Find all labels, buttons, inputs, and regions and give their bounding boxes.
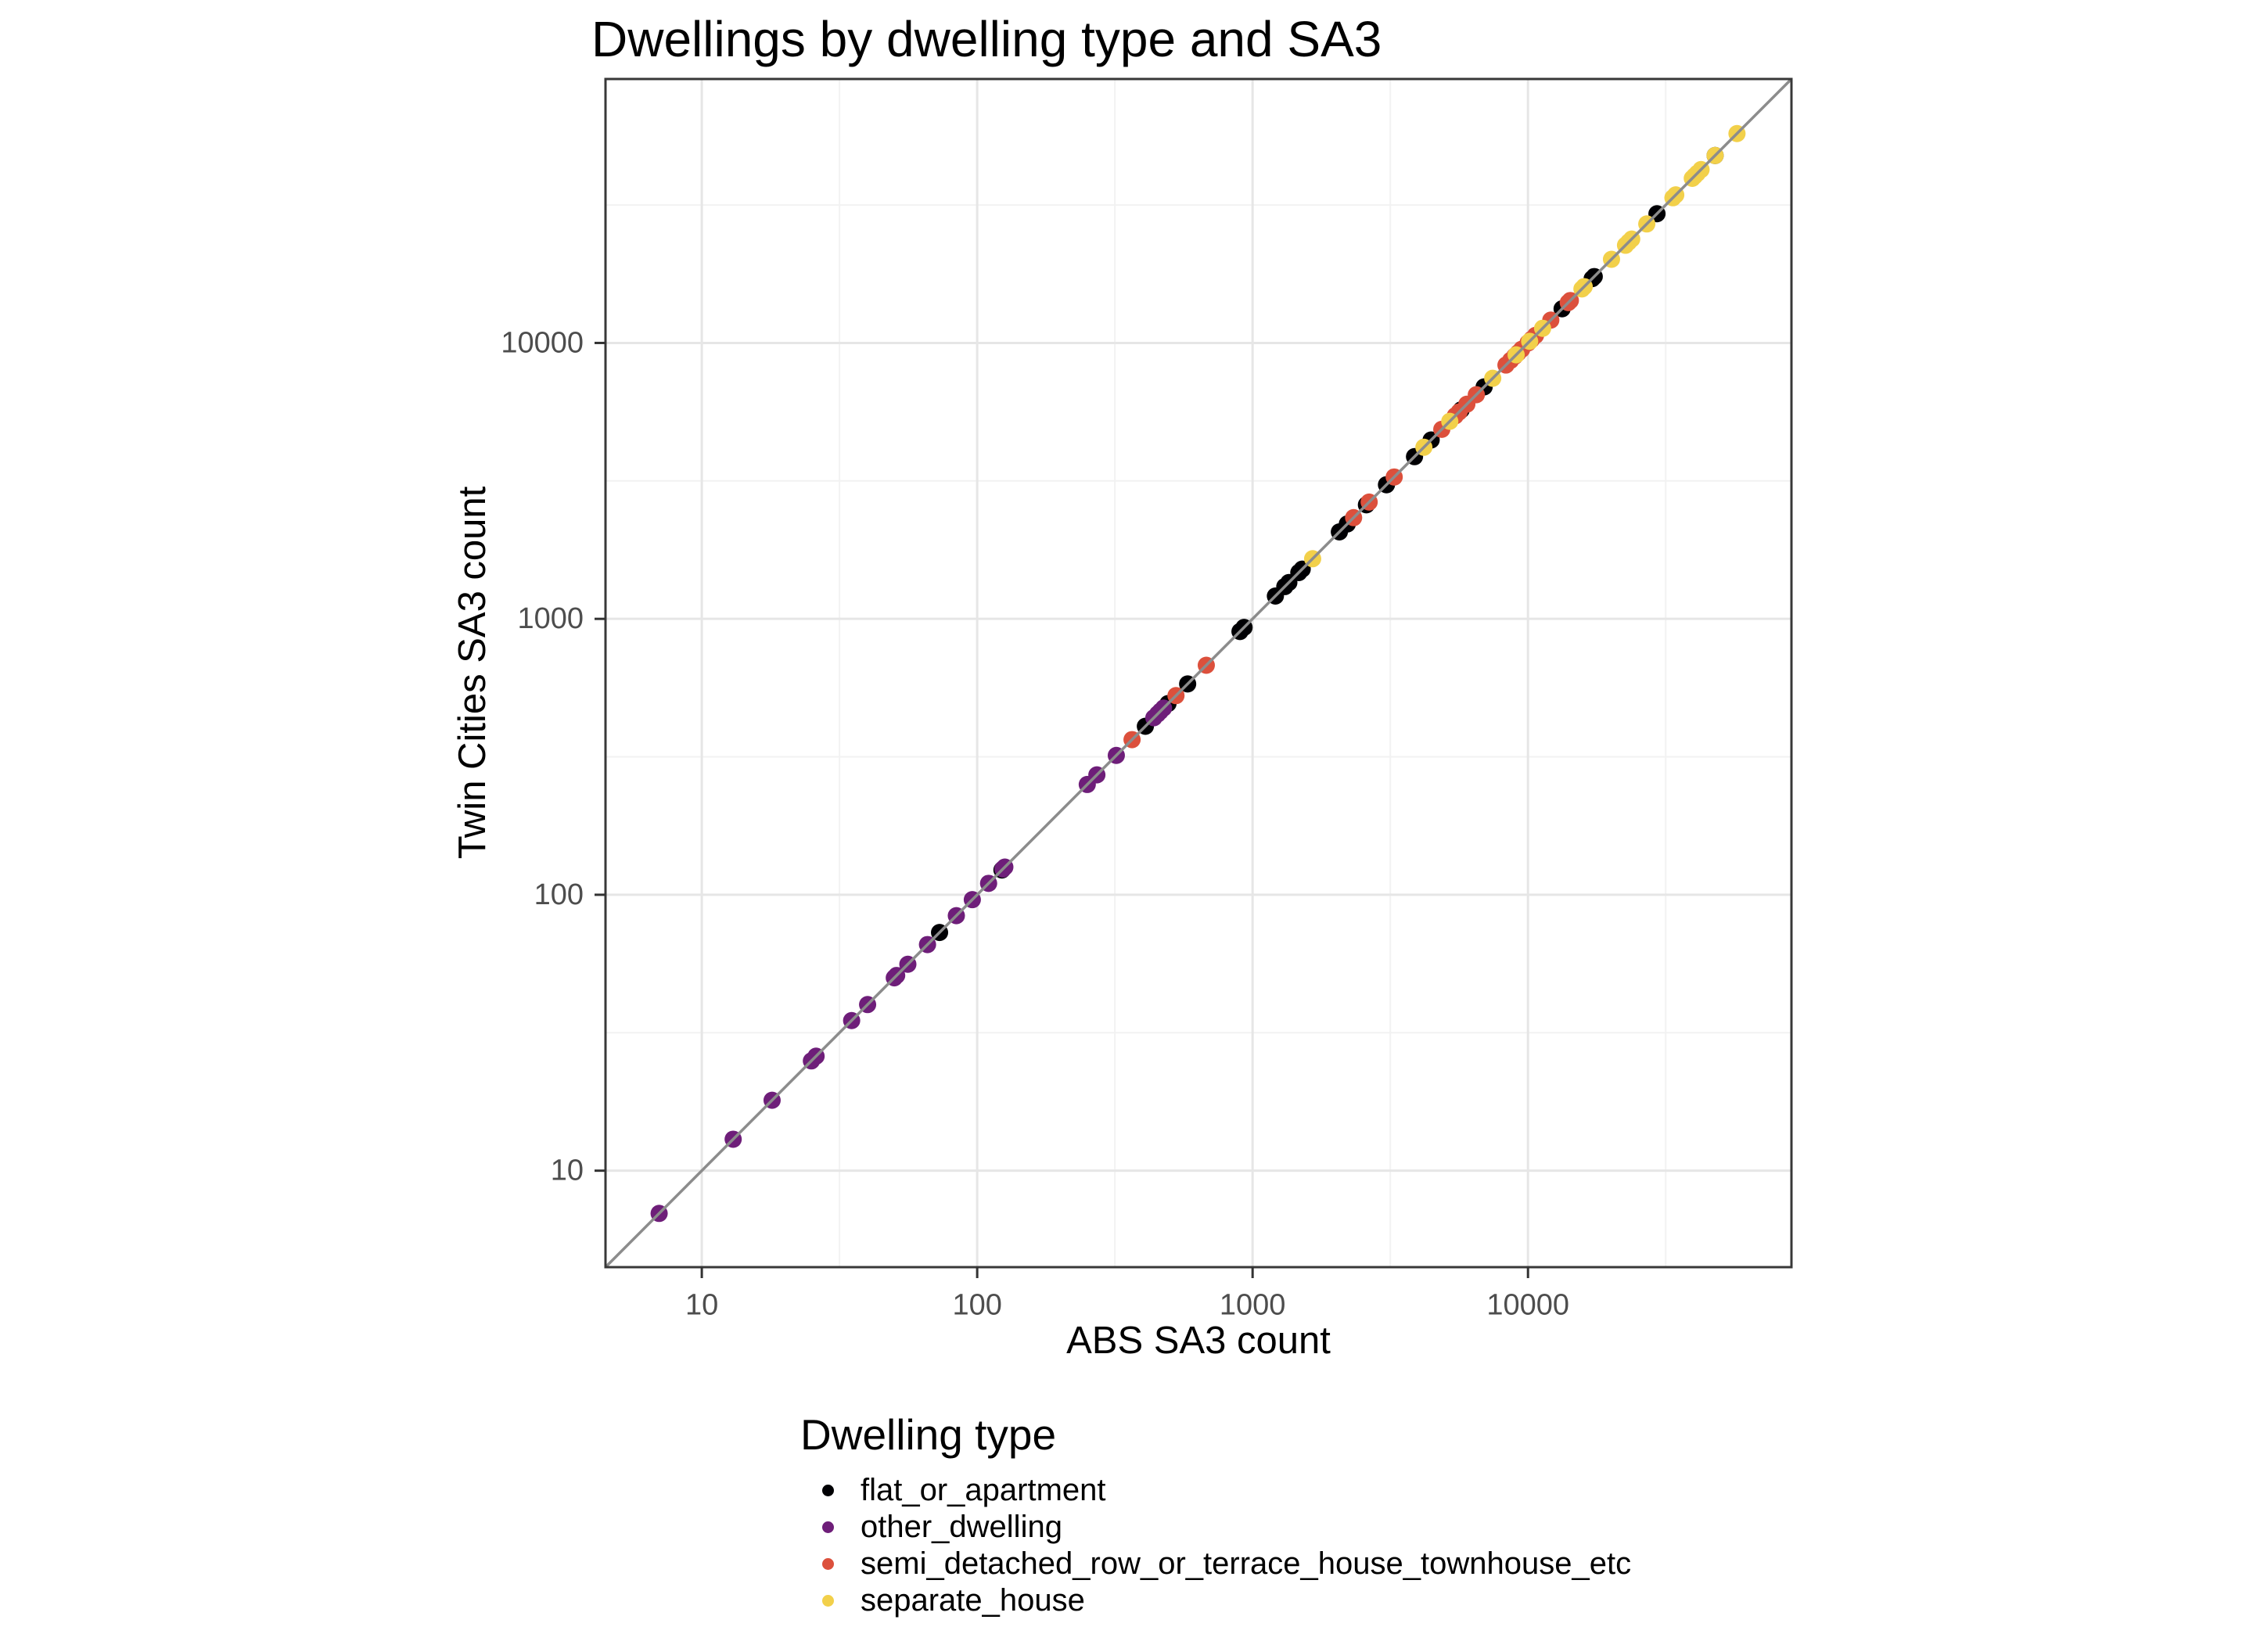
x-tick-label: 10000 bbox=[1486, 1288, 1569, 1321]
legend-item-semi_detached_row_or_terrace_house_townhouse_etc: semi_detached_row_or_terrace_house_townh… bbox=[800, 1546, 1631, 1582]
x-tick-label: 100 bbox=[952, 1288, 1001, 1321]
legend-key bbox=[800, 1546, 855, 1582]
legend-item-flat_or_apartment: flat_or_apartment bbox=[800, 1472, 1631, 1509]
legend-title: Dwelling type bbox=[800, 1410, 1057, 1459]
legend-item-other_dwelling: other_dwelling bbox=[800, 1509, 1631, 1546]
legend-key bbox=[800, 1582, 855, 1619]
legend-key bbox=[800, 1509, 855, 1546]
plot-title: Dwellings by dwelling type and SA3 bbox=[591, 11, 1382, 67]
y-tick-label: 1000 bbox=[517, 602, 584, 635]
legend-dot-icon bbox=[821, 1595, 834, 1607]
legend-key bbox=[800, 1472, 855, 1509]
y-axis-title-text: Twin Cities SA3 count bbox=[451, 486, 494, 860]
legend-dot-icon bbox=[821, 1521, 834, 1533]
legend-items: flat_or_apartment other_dwelling semi_deta… bbox=[800, 1472, 1631, 1619]
legend-item-separate_house: separate_house bbox=[800, 1582, 1631, 1619]
legend-label: separate_house bbox=[861, 1583, 1085, 1618]
legend-label: other_dwelling bbox=[861, 1510, 1062, 1544]
legend-label: semi_detached_row_or_terrace_house_townh… bbox=[861, 1546, 1632, 1581]
y-tick-label: 10 bbox=[551, 1155, 584, 1187]
panel-border bbox=[604, 77, 1793, 1269]
legend-label: flat_or_apartment bbox=[861, 1473, 1106, 1507]
legend: Dwelling type flat_or_apartment other_dwe… bbox=[800, 1411, 1631, 1619]
x-axis-title: ABS SA3 count bbox=[1066, 1320, 1331, 1362]
legend-dot-icon bbox=[821, 1485, 834, 1496]
x-tick-label: 10 bbox=[685, 1288, 718, 1321]
y-tick-label: 10000 bbox=[501, 326, 584, 359]
identity-line bbox=[604, 77, 1793, 1269]
y-tick-label: 100 bbox=[534, 878, 584, 911]
x-tick-label: 1000 bbox=[1220, 1288, 1286, 1321]
legend-dot-icon bbox=[821, 1558, 834, 1570]
